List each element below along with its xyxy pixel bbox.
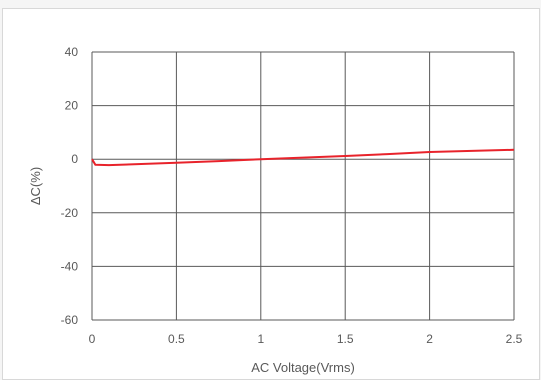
y-tick-label: -40 xyxy=(61,259,79,273)
y-tick-labels: 40 20 0 -20 -40 -60 xyxy=(61,45,79,327)
x-tick-label: 0.5 xyxy=(168,332,185,346)
grid-lines xyxy=(91,51,515,321)
series-group xyxy=(91,148,515,167)
x-tick-label: 2.5 xyxy=(506,332,523,346)
y-tick-label: 20 xyxy=(65,99,79,113)
series-line xyxy=(91,148,515,167)
x-tick-label: 1 xyxy=(257,332,264,346)
y-tick-label: -20 xyxy=(61,206,79,220)
x-axis-label: AC Voltage(Vrms) xyxy=(251,360,355,375)
x-tick-label: 2 xyxy=(426,332,433,346)
y-tick-label: 0 xyxy=(71,152,78,166)
x-tick-labels: 0 0.5 1 1.5 2 2.5 xyxy=(89,332,523,346)
y-axis-label: ΔC(%) xyxy=(28,167,43,205)
x-tick-label: 0 xyxy=(89,332,96,346)
y-tick-label: 40 xyxy=(65,45,79,59)
y-tick-label: -60 xyxy=(61,313,79,327)
x-tick-label: 1.5 xyxy=(337,332,354,346)
